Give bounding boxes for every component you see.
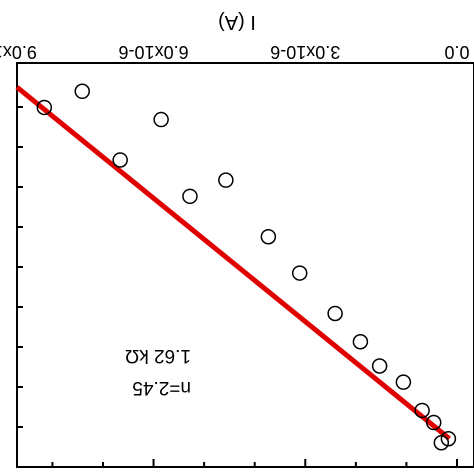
x-tick-label: 0.0 [444,42,469,62]
data-point [218,172,234,188]
x-tick-labels: 0.0 3.0x10-6 6.0x10-6 9.0x10-6 [0,42,470,62]
fit-line [15,85,451,441]
data-point [112,152,128,168]
data-point [260,228,277,245]
annotation-series-resistance: 1.62 kΩ [125,345,191,366]
data-point [425,414,442,431]
x-tick-label: 6.0x10-6 [119,42,189,62]
x-tick-label: 3.0x10-6 [270,42,340,62]
axis-ticks [17,106,458,467]
data-point [327,305,343,322]
data-point [182,188,198,205]
data-point [153,111,169,128]
data-point [395,374,412,390]
data-points [36,83,457,451]
data-point [440,430,457,447]
data-point [291,265,308,281]
x-tick-label: 9.0x10-6 [0,42,37,62]
chart-rotated-group: 0.0 3.0x10-6 6.0x10-6 9.0x10-6 I (A) n=2.45… [0,11,474,468]
data-point [352,334,369,350]
x-axis-title: I (A) [218,11,256,33]
data-point [414,402,430,419]
data-point [371,358,388,374]
annotation-ideality-factor: n=2.45 [132,377,191,398]
data-point [36,99,53,116]
data-point [74,83,90,100]
plot-frame [16,62,474,468]
